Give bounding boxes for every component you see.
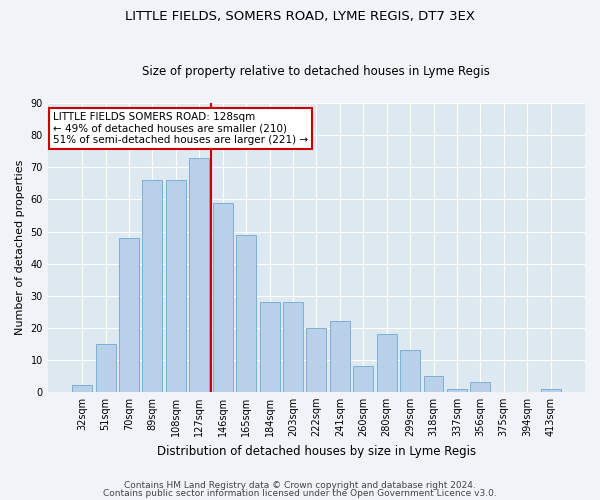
Bar: [236, 234, 256, 392]
Bar: [470, 382, 490, 392]
Bar: [213, 202, 233, 392]
Bar: [166, 180, 186, 392]
Bar: [541, 388, 560, 392]
Y-axis label: Number of detached properties: Number of detached properties: [15, 160, 25, 335]
Bar: [447, 388, 467, 392]
Bar: [190, 158, 209, 392]
Bar: [307, 328, 326, 392]
Bar: [72, 386, 92, 392]
Bar: [400, 350, 420, 392]
X-axis label: Distribution of detached houses by size in Lyme Regis: Distribution of detached houses by size …: [157, 444, 476, 458]
Bar: [119, 238, 139, 392]
Bar: [95, 344, 116, 392]
Text: LITTLE FIELDS SOMERS ROAD: 128sqm
← 49% of detached houses are smaller (210)
51%: LITTLE FIELDS SOMERS ROAD: 128sqm ← 49% …: [53, 112, 308, 145]
Text: Contains public sector information licensed under the Open Government Licence v3: Contains public sector information licen…: [103, 488, 497, 498]
Text: Contains HM Land Registry data © Crown copyright and database right 2024.: Contains HM Land Registry data © Crown c…: [124, 481, 476, 490]
Text: LITTLE FIELDS, SOMERS ROAD, LYME REGIS, DT7 3EX: LITTLE FIELDS, SOMERS ROAD, LYME REGIS, …: [125, 10, 475, 23]
Bar: [260, 302, 280, 392]
Bar: [353, 366, 373, 392]
Bar: [377, 334, 397, 392]
Title: Size of property relative to detached houses in Lyme Regis: Size of property relative to detached ho…: [142, 66, 490, 78]
Bar: [424, 376, 443, 392]
Bar: [283, 302, 303, 392]
Bar: [330, 322, 350, 392]
Bar: [142, 180, 163, 392]
